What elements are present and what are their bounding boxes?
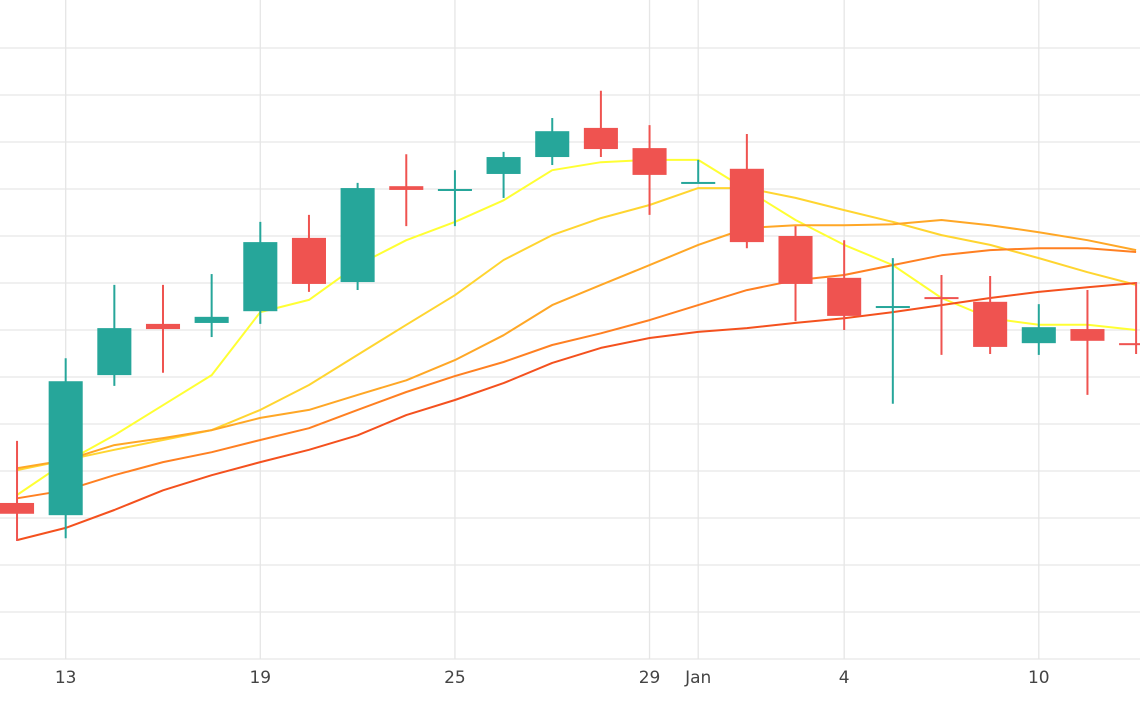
x-tick-label: 29	[639, 668, 661, 688]
candle-body	[194, 316, 229, 323]
candle-body	[145, 323, 181, 330]
x-tick-label: 19	[249, 668, 271, 688]
candle-body	[583, 127, 618, 150]
candle-body	[729, 168, 764, 243]
candle-body	[243, 242, 278, 312]
candle-body	[486, 157, 521, 174]
candle-body	[291, 237, 326, 284]
plot-area	[0, 90, 1140, 542]
x-tick-label: 4	[839, 668, 850, 688]
candle-body	[1119, 343, 1140, 346]
moving-average-line	[16, 187, 1137, 472]
candle-body	[48, 381, 83, 516]
candle-body	[340, 188, 375, 283]
candle-body	[924, 297, 959, 300]
moving-average-line	[16, 282, 1137, 542]
candle-body	[681, 181, 716, 184]
x-tick-label: 10	[1028, 668, 1050, 688]
moving-average-line	[16, 158, 1137, 496]
x-tick-label: 13	[55, 668, 77, 688]
candle-body	[632, 148, 667, 175]
candle-body	[535, 131, 570, 158]
candle-body	[0, 502, 35, 514]
candle-body	[437, 189, 472, 191]
x-axis: 13 19 25 29 Jan 4 10	[55, 668, 1050, 688]
candle-body	[1021, 327, 1056, 344]
candle-body	[973, 301, 1008, 347]
x-tick-label: 25	[444, 668, 466, 688]
candle-body	[97, 328, 132, 376]
candle-body	[827, 277, 862, 316]
x-tick-label: Jan	[684, 668, 711, 688]
grid	[0, 0, 1140, 660]
moving-average-line	[16, 247, 1137, 500]
moving-average-line	[16, 219, 1137, 470]
candle-body	[778, 236, 813, 284]
candle-body	[875, 306, 910, 309]
candle-body	[1070, 329, 1105, 341]
candle-body	[389, 186, 424, 190]
